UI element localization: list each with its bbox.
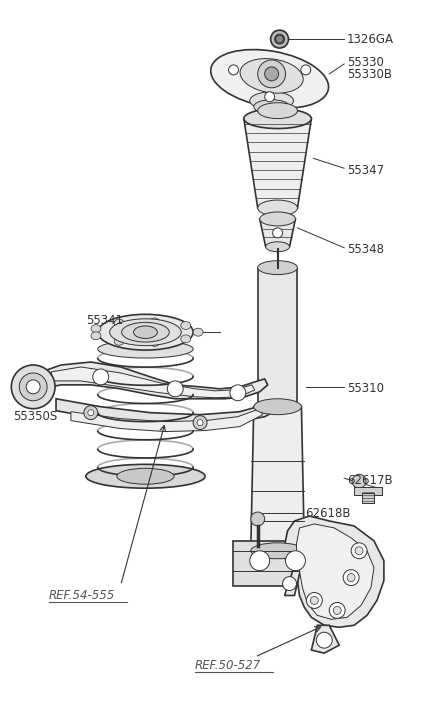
Circle shape: [307, 593, 322, 608]
Polygon shape: [285, 566, 301, 595]
Circle shape: [343, 570, 359, 585]
Text: 1326GA: 1326GA: [347, 33, 394, 46]
Ellipse shape: [114, 337, 124, 345]
Bar: [354, 487, 382, 495]
Polygon shape: [296, 524, 374, 619]
Circle shape: [193, 416, 207, 430]
Text: 55347: 55347: [347, 164, 384, 177]
Ellipse shape: [91, 325, 101, 333]
Polygon shape: [260, 219, 295, 246]
Circle shape: [273, 228, 283, 238]
Text: REF.50-527: REF.50-527: [195, 659, 261, 672]
Circle shape: [26, 380, 40, 394]
Circle shape: [276, 35, 283, 43]
Text: 62617B: 62617B: [347, 474, 393, 487]
Circle shape: [283, 577, 296, 590]
Circle shape: [270, 30, 289, 48]
Ellipse shape: [98, 314, 193, 350]
Ellipse shape: [211, 49, 329, 108]
Text: 55330: 55330: [347, 57, 384, 70]
Circle shape: [11, 365, 55, 409]
Polygon shape: [285, 516, 384, 627]
Ellipse shape: [150, 339, 160, 347]
Text: 55350S: 55350S: [13, 410, 58, 423]
Polygon shape: [51, 367, 255, 398]
Ellipse shape: [117, 468, 174, 484]
Circle shape: [250, 551, 270, 571]
Ellipse shape: [260, 212, 295, 226]
Text: REF.54-555: REF.54-555: [49, 589, 115, 602]
Ellipse shape: [258, 261, 298, 275]
Ellipse shape: [258, 400, 298, 414]
Circle shape: [347, 574, 355, 582]
Circle shape: [265, 92, 275, 102]
Polygon shape: [270, 31, 289, 47]
Circle shape: [351, 543, 367, 559]
Circle shape: [93, 369, 109, 385]
Circle shape: [197, 419, 203, 425]
Polygon shape: [311, 625, 339, 653]
Polygon shape: [56, 399, 280, 425]
Circle shape: [286, 551, 305, 571]
Circle shape: [333, 606, 341, 614]
Ellipse shape: [114, 319, 124, 327]
Ellipse shape: [250, 92, 294, 110]
Circle shape: [316, 632, 332, 648]
Text: 55330B: 55330B: [347, 68, 392, 81]
Ellipse shape: [254, 399, 301, 414]
Circle shape: [19, 373, 47, 401]
Ellipse shape: [98, 467, 193, 485]
Circle shape: [88, 410, 94, 416]
Circle shape: [310, 596, 318, 604]
Text: 62618B: 62618B: [305, 507, 351, 520]
Ellipse shape: [98, 340, 193, 358]
Ellipse shape: [181, 335, 191, 343]
Ellipse shape: [254, 100, 289, 113]
Circle shape: [84, 406, 98, 419]
Polygon shape: [71, 409, 263, 432]
Circle shape: [251, 512, 265, 526]
Circle shape: [265, 67, 279, 81]
Circle shape: [167, 381, 183, 397]
Ellipse shape: [150, 318, 160, 326]
Ellipse shape: [258, 200, 298, 216]
Circle shape: [230, 385, 246, 401]
Polygon shape: [258, 268, 298, 406]
Text: 55348: 55348: [347, 244, 384, 256]
Circle shape: [258, 60, 286, 88]
Ellipse shape: [134, 326, 157, 339]
Polygon shape: [233, 541, 322, 585]
Ellipse shape: [266, 242, 289, 252]
Circle shape: [275, 34, 285, 44]
Circle shape: [228, 65, 239, 75]
Ellipse shape: [122, 322, 169, 342]
Ellipse shape: [110, 319, 181, 345]
Text: 55310: 55310: [347, 382, 384, 395]
Ellipse shape: [181, 321, 191, 329]
Ellipse shape: [251, 543, 304, 559]
Polygon shape: [23, 362, 267, 399]
Circle shape: [355, 547, 363, 555]
Circle shape: [352, 474, 366, 489]
Bar: [362, 493, 374, 503]
Ellipse shape: [91, 332, 101, 340]
Text: 55341: 55341: [86, 314, 123, 326]
Ellipse shape: [258, 103, 298, 119]
Ellipse shape: [193, 328, 203, 336]
Ellipse shape: [244, 108, 311, 129]
Circle shape: [301, 65, 311, 75]
Ellipse shape: [86, 465, 205, 489]
Circle shape: [329, 603, 345, 619]
Polygon shape: [244, 119, 311, 208]
Polygon shape: [251, 406, 304, 551]
Ellipse shape: [240, 59, 303, 93]
